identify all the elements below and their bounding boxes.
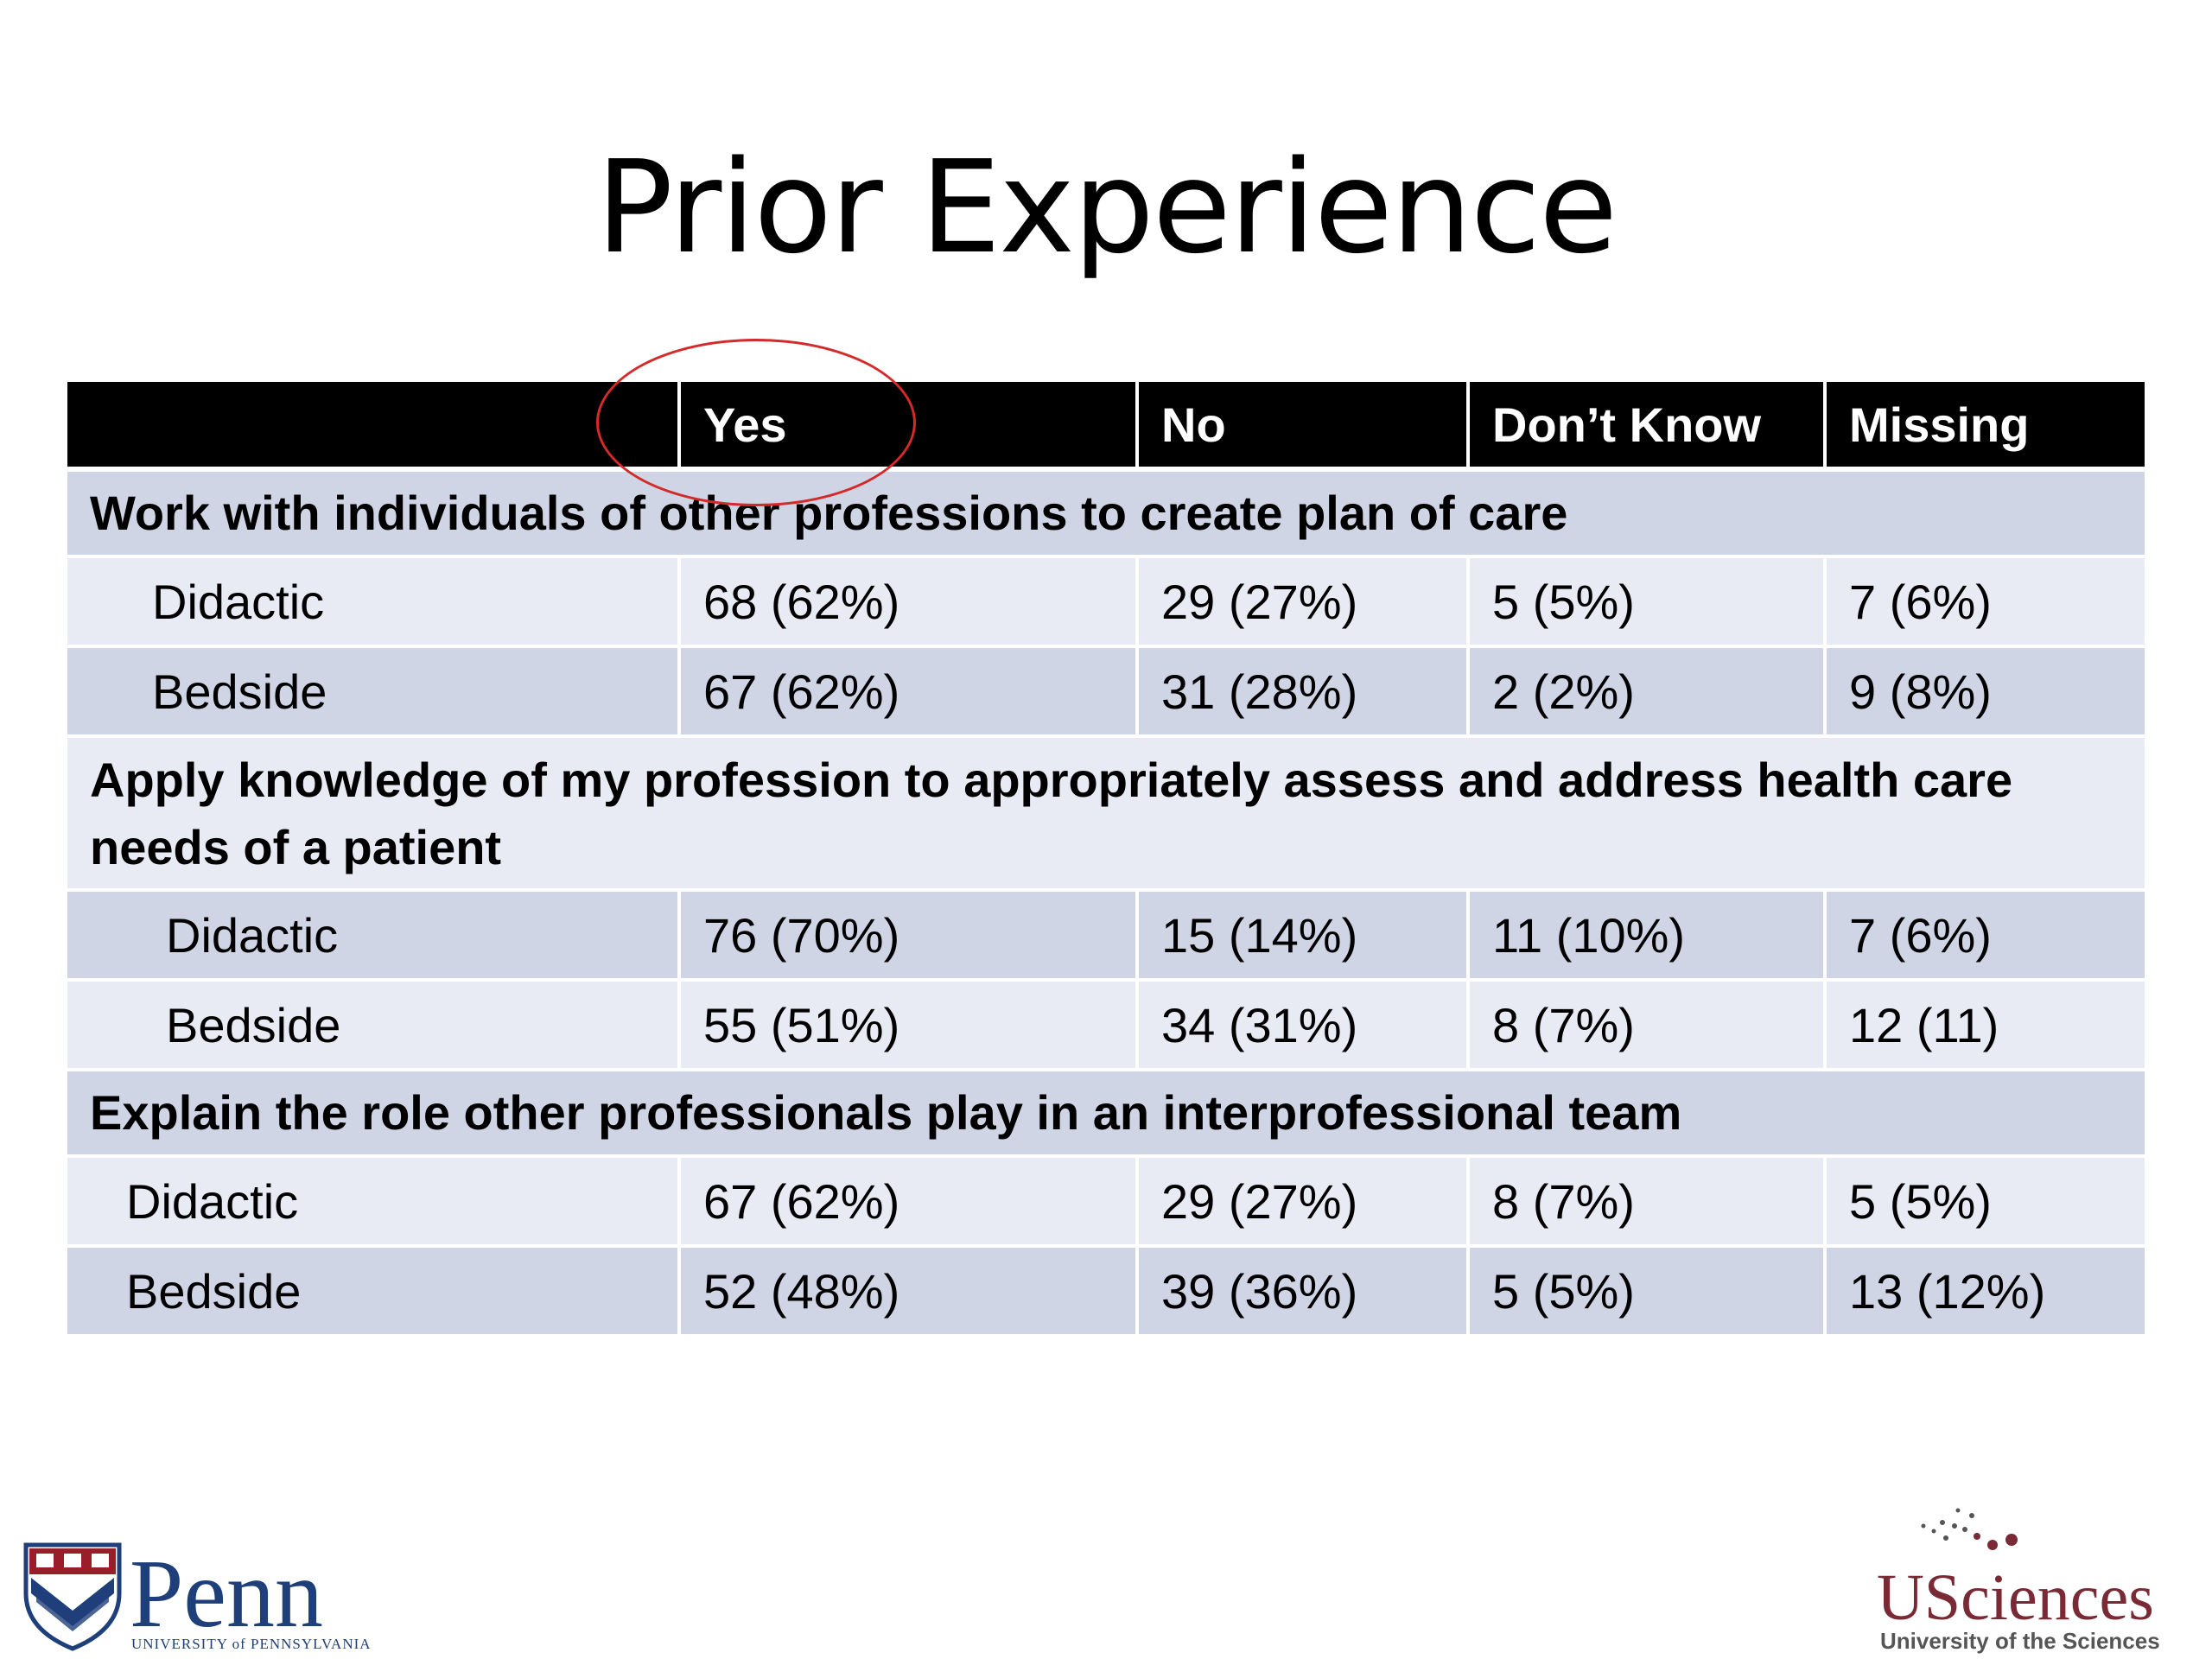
cell-dont-know: 5 (5%) <box>1470 558 1827 645</box>
cell-no: 29 (27%) <box>1139 1158 1470 1244</box>
penn-subtitle: UNIVERSITY of PENNSYLVANIA <box>131 1636 372 1652</box>
penn-wordmark: Penn <box>130 1541 323 1648</box>
header-no: No <box>1139 382 1470 467</box>
cell-no: 34 (31%) <box>1139 982 1470 1068</box>
row-label: Bedside <box>67 1248 681 1334</box>
table-row: Bedside 52 (48%) 39 (36%) 5 (5%) 13 (12%… <box>67 1248 2145 1334</box>
cell-missing: 7 (6%) <box>1849 574 1992 629</box>
row-label: Didactic <box>67 558 681 645</box>
header-yes: Yes <box>681 382 1139 467</box>
cell-no: 31 (28%) <box>1139 648 1470 734</box>
table-row: Didactic 67 (62%) 29 (27%) 8 (7%) 5 (5%) <box>67 1158 2145 1244</box>
table-row: Bedside 55 (51%) 34 (31%) 8 (7%) 12 (11) <box>67 982 2145 1068</box>
cell-yes: 67 (62%) <box>681 648 1139 734</box>
table-header-row: Yes No Don’t Know Missing <box>67 382 2145 467</box>
section-title: Work with individuals of other professio… <box>67 472 2145 555</box>
cell-no: 15 (14%) <box>1139 892 1470 978</box>
cell-missing: 9 (8%) <box>1849 664 1992 719</box>
row-label: Bedside <box>67 648 681 734</box>
cell-dont-know: 8 (7%) <box>1470 1158 1827 1244</box>
table-row: Didactic 76 (70%) 15 (14%) 11 (10%) 7 (6… <box>67 892 2145 978</box>
cell-yes: 52 (48%) <box>681 1248 1139 1334</box>
cell-yes: 67 (62%) <box>681 1158 1139 1244</box>
cell-yes: 68 (62%) <box>681 558 1139 645</box>
header-empty <box>67 382 681 467</box>
cell-missing: 7 (6%) <box>1849 907 1992 963</box>
usciences-wordmark: USciences <box>1877 1561 2154 1634</box>
cell-yes: 55 (51%) <box>681 982 1139 1068</box>
table-row: Bedside 67 (62%) 31 (28%) 2 (2%) 9 (8%) <box>67 648 2145 734</box>
slide-title: Prior Experience <box>595 133 1618 282</box>
header-dont-know: Don’t Know <box>1470 382 1827 467</box>
cell-dont-know: 11 (10%) <box>1470 892 1827 978</box>
dots-icon <box>1921 1508 2018 1550</box>
cell-missing: 5 (5%) <box>1849 1173 1992 1229</box>
cell-no: 39 (36%) <box>1139 1248 1470 1334</box>
cell-dont-know: 2 (2%) <box>1470 648 1827 734</box>
row-label: Didactic <box>67 892 681 978</box>
cell-no: 29 (27%) <box>1139 558 1470 645</box>
section-title: Explain the role other professionals pla… <box>67 1071 2145 1154</box>
table-row: Didactic 68 (62%) 29 (27%) 5 (5%) 7 (6%) <box>67 558 2145 645</box>
cell-missing: 12 (11) <box>1849 997 1999 1052</box>
cell-dont-know: 8 (7%) <box>1470 982 1827 1068</box>
section-title: Apply knowledge of my profession to appr… <box>67 738 2145 888</box>
cell-dont-know: 5 (5%) <box>1470 1248 1827 1334</box>
row-label: Didactic <box>67 1158 681 1244</box>
penn-logo: Penn UNIVERSITY of PENNSYLVANIA <box>23 1541 372 1652</box>
row-label: Bedside <box>67 982 681 1068</box>
penn-shield-icon <box>23 1542 122 1651</box>
usciences-logo: USciences University of the Sciences <box>1877 1508 2160 1654</box>
prior-experience-table: Yes No Don’t Know Missing Work with indi… <box>67 382 2145 1338</box>
header-missing: Missing <box>1849 397 2030 452</box>
usciences-subtitle: University of the Sciences <box>1880 1628 2160 1654</box>
cell-yes: 76 (70%) <box>681 892 1139 978</box>
cell-missing: 13 (12%) <box>1849 1263 2046 1319</box>
